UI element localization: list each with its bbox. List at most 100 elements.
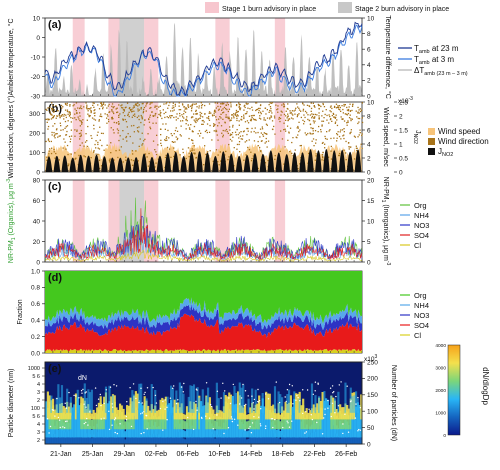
heatmap-cell [307, 412, 310, 420]
heatmap-cell [310, 432, 314, 444]
wind-direction-point [298, 113, 300, 115]
dn-point [141, 402, 143, 404]
panel-e-ylabel2: Number of particles (dN) [390, 365, 397, 441]
heatmap-cell [184, 431, 187, 438]
wind-direction-point [245, 154, 247, 156]
heatmap-cell [347, 433, 351, 444]
heatmap-cell [310, 383, 314, 413]
dn-point [227, 427, 230, 429]
heatmap-cell [108, 401, 111, 438]
heatmap-cell [293, 398, 296, 438]
heatmap-cell [185, 406, 189, 420]
jno2-peak [77, 154, 84, 172]
wind-direction-point [133, 110, 135, 112]
wind-direction-point [209, 124, 211, 127]
wind-direction-point [116, 107, 118, 109]
heatmap-cell [254, 421, 257, 438]
wind-direction-point [312, 130, 314, 132]
wind-direction-point [67, 120, 69, 122]
wind-direction-point [54, 137, 56, 139]
wind-direction-point [90, 157, 92, 159]
dn-point [125, 415, 128, 418]
heatmap-cell [64, 407, 67, 420]
wind-direction-point [168, 148, 171, 150]
wind-direction-point [204, 113, 206, 115]
wind-direction-point [63, 115, 65, 117]
heatmap-cell [316, 409, 319, 430]
wind-direction-point [250, 131, 252, 133]
wind-direction-point [49, 148, 51, 150]
wind-direction-point [178, 109, 180, 111]
dn-point [164, 408, 166, 410]
heatmap-cell [273, 433, 277, 444]
b-y3tick-label: 2.5 [399, 99, 408, 106]
wind-direction-point [338, 152, 341, 155]
dn-point [80, 390, 83, 392]
wind-direction-point [107, 115, 109, 117]
wind-direction-point [156, 134, 158, 136]
wind-direction-point [193, 149, 195, 151]
wind-direction-point [246, 140, 248, 142]
heatmap-cell [237, 391, 240, 420]
wind-direction-point [131, 116, 133, 118]
wind-direction-point [274, 155, 276, 157]
wind-direction-point [179, 115, 181, 117]
wind-direction-point [346, 106, 348, 109]
wind-direction-point [88, 115, 90, 118]
wind-direction-point [165, 139, 167, 142]
heatmap-cell [80, 396, 83, 420]
wind-direction-point [86, 106, 88, 108]
dn-point [359, 429, 362, 431]
heatmap-cell [155, 435, 159, 444]
wind-direction-point [188, 137, 190, 140]
wind-direction-point [173, 147, 175, 149]
wind-direction-point [289, 127, 292, 129]
wind-direction-point [244, 104, 246, 106]
wind-direction-point [98, 148, 101, 150]
heatmap-cell [52, 398, 55, 420]
e-y2tick-label: 250 [367, 359, 378, 366]
heatmap-cell [219, 434, 222, 444]
wind-direction-point [359, 110, 362, 113]
wind-direction-point [53, 115, 55, 117]
wind-direction-point [154, 170, 156, 172]
wind-direction-point [346, 122, 348, 124]
wind-direction-point [312, 102, 314, 104]
wind-direction-point [317, 103, 319, 106]
heatmap-cell [346, 421, 349, 438]
heatmap-cell [129, 397, 132, 420]
wind-direction-point [186, 120, 188, 122]
dn-point [264, 427, 267, 430]
wind-direction-point [53, 148, 55, 151]
wind-direction-point [255, 109, 257, 112]
wind-direction-point [227, 110, 229, 113]
wind-direction-point [127, 113, 129, 115]
e-ytick-label: 4 [37, 382, 40, 388]
wind-direction-point [207, 117, 209, 119]
x-tick-label: 29-Jan [114, 451, 136, 458]
wind-direction-point [308, 119, 311, 122]
wind-direction-point [313, 117, 316, 119]
b-ytick-label: 300 [29, 111, 40, 118]
wind-direction-point [304, 116, 306, 119]
wind-direction-point [313, 117, 315, 119]
wind-direction-point [64, 109, 67, 111]
heatmap-cell [166, 404, 169, 438]
wind-direction-point [109, 161, 111, 163]
wind-direction-point [66, 109, 69, 111]
wind-direction-point [217, 154, 219, 156]
dn-point [141, 412, 144, 414]
wind-direction-point [141, 103, 143, 105]
wind-direction-point [345, 152, 347, 154]
heatmap-cell [62, 406, 65, 420]
heatmap-cell [89, 434, 92, 444]
wind-direction-point [358, 112, 360, 114]
wind-direction-point [124, 115, 126, 117]
dn-point [323, 417, 325, 419]
dn-point [89, 411, 91, 413]
wind-direction-point [149, 114, 151, 116]
wind-direction-point [54, 123, 56, 125]
wind-direction-point [260, 132, 262, 134]
heatmap-cell [335, 425, 338, 438]
